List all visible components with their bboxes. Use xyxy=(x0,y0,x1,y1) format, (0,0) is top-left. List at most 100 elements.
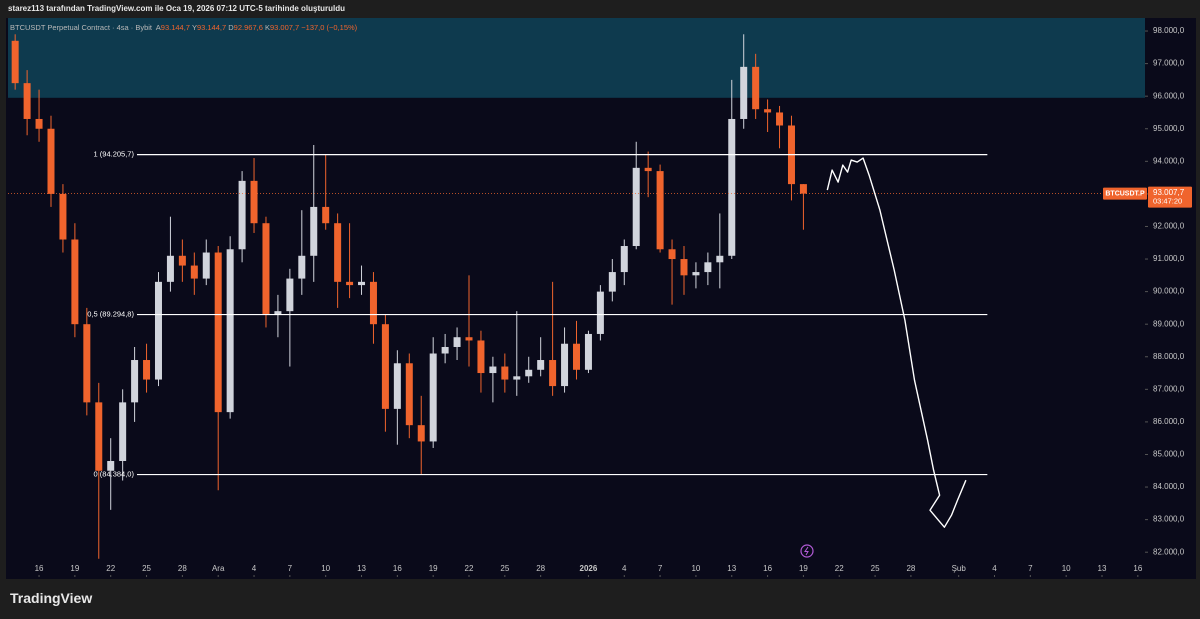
candle-body xyxy=(381,324,389,409)
x-tick-label: 22 xyxy=(106,564,115,573)
candle-body xyxy=(131,360,139,403)
event-icon[interactable] xyxy=(800,544,814,558)
candle-body xyxy=(23,83,31,119)
x-tick-label: 2026 xyxy=(580,564,598,573)
y-tick-label: 88.000,0 xyxy=(1153,352,1185,361)
y-tick-label: 92.000,0 xyxy=(1153,222,1185,231)
countdown-label: 03:47:20 xyxy=(1153,197,1182,206)
candle-body xyxy=(274,311,282,315)
x-tick-label: 10 xyxy=(321,564,330,573)
candle-body xyxy=(369,281,377,325)
candle-body xyxy=(202,252,210,279)
candle-body xyxy=(740,66,748,119)
fib-label: 1 (94.205,7) xyxy=(94,150,135,159)
candle-body xyxy=(107,460,115,471)
candle-body xyxy=(441,346,449,354)
x-tick-label: 13 xyxy=(727,564,736,573)
candle-body xyxy=(525,369,533,377)
candle-body xyxy=(537,360,545,370)
ohlc-key: K xyxy=(264,23,270,32)
x-tick-label: 19 xyxy=(70,564,79,573)
ohlc-key: Y xyxy=(191,23,197,32)
candle-body xyxy=(764,109,772,113)
candle-body xyxy=(358,281,366,286)
y-tick-label: 96.000,0 xyxy=(1153,91,1185,100)
candle-body xyxy=(119,402,127,461)
legend: BTCUSDT Perpetual Contract · 4sa · Bybit… xyxy=(10,23,357,32)
header: starez113 tarafından TradingView.com ile… xyxy=(8,4,346,13)
candle-body xyxy=(190,265,198,279)
candle-body xyxy=(573,343,580,370)
candle-body xyxy=(799,184,807,194)
candle-body xyxy=(166,255,174,282)
candle-body xyxy=(620,246,628,273)
x-tick-label: 4 xyxy=(252,564,257,573)
price-tag xyxy=(1148,186,1192,208)
ohlc-value: 93.144,7 xyxy=(160,23,190,32)
x-tick-label: 16 xyxy=(393,564,402,573)
x-tick-label: 25 xyxy=(500,564,509,573)
candle-body xyxy=(154,281,162,380)
ohlc-key: D xyxy=(228,23,234,32)
price-tag-label: 93.007,7 xyxy=(1153,188,1185,197)
candle-body xyxy=(334,223,342,282)
symbol-tag-label: BTCUSDT.P xyxy=(1105,190,1145,197)
x-tick-label: 10 xyxy=(691,564,700,573)
y-tick-label: 98.000,0 xyxy=(1153,26,1185,35)
change: −137,0 (−0,15%) xyxy=(301,23,358,32)
candle-body xyxy=(178,255,186,266)
candle-body xyxy=(716,255,724,263)
x-tick-label: 4 xyxy=(992,564,997,573)
x-tick-label: 4 xyxy=(622,564,627,573)
x-tick-label: 7 xyxy=(1028,564,1033,573)
candle-body xyxy=(608,272,616,292)
candle-body xyxy=(11,40,19,84)
candle-body xyxy=(644,167,652,172)
ohlc-value: 93.007,7 xyxy=(269,23,300,32)
y-tick-label: 90.000,0 xyxy=(1153,287,1185,296)
x-tick-label: Şub xyxy=(952,564,967,573)
y-tick-label: 97.000,0 xyxy=(1153,59,1185,68)
candle-body xyxy=(95,402,103,471)
y-tick-label: 83.000,0 xyxy=(1153,515,1185,524)
x-tick-label: 22 xyxy=(835,564,844,573)
candle-body xyxy=(680,259,688,276)
candle-body xyxy=(262,223,270,315)
candle-body xyxy=(226,249,234,413)
x-tick-label: 10 xyxy=(1062,564,1071,573)
candle-body xyxy=(692,272,700,276)
candle-body xyxy=(83,324,91,403)
candle-body xyxy=(35,118,43,129)
candle-body xyxy=(429,353,437,442)
symbol-title: BTCUSDT Perpetual Contract · 4sa · Bybit xyxy=(10,23,152,32)
candle-body xyxy=(584,333,592,370)
x-tick-label: 13 xyxy=(1098,564,1107,573)
x-tick-label: 16 xyxy=(1133,564,1142,573)
candle-body xyxy=(59,193,67,240)
x-tick-label: 19 xyxy=(799,564,808,573)
fib-label: 0,5 (89.294,8) xyxy=(87,310,134,319)
candle-body xyxy=(513,376,521,380)
y-tick-label: 94.000,0 xyxy=(1153,156,1185,165)
candle-body xyxy=(453,337,461,347)
candle-body xyxy=(298,255,306,279)
projection-drawing xyxy=(826,157,967,528)
candle-body xyxy=(322,206,330,224)
x-tick-label: 7 xyxy=(658,564,663,573)
ohlc-value: 92.967,6 xyxy=(233,23,263,32)
x-tick-label: 28 xyxy=(536,564,545,573)
y-tick-label: 82.000,0 xyxy=(1153,547,1185,556)
candle-body xyxy=(561,343,569,387)
brand-logo[interactable]: TradingView xyxy=(10,590,92,606)
event-icon-bolt xyxy=(804,546,809,556)
symbol-tag xyxy=(1103,187,1147,200)
x-tick-label: 25 xyxy=(871,564,880,573)
zone xyxy=(8,18,1145,98)
x-tick-label: 16 xyxy=(35,564,44,573)
x-tick-label: 13 xyxy=(357,564,366,573)
x-tick-label: 25 xyxy=(142,564,151,573)
y-tick-label: 95.000,0 xyxy=(1153,124,1185,133)
ohlc-key: A xyxy=(155,23,161,32)
fib-label: 0 (84.384,0) xyxy=(94,470,135,479)
